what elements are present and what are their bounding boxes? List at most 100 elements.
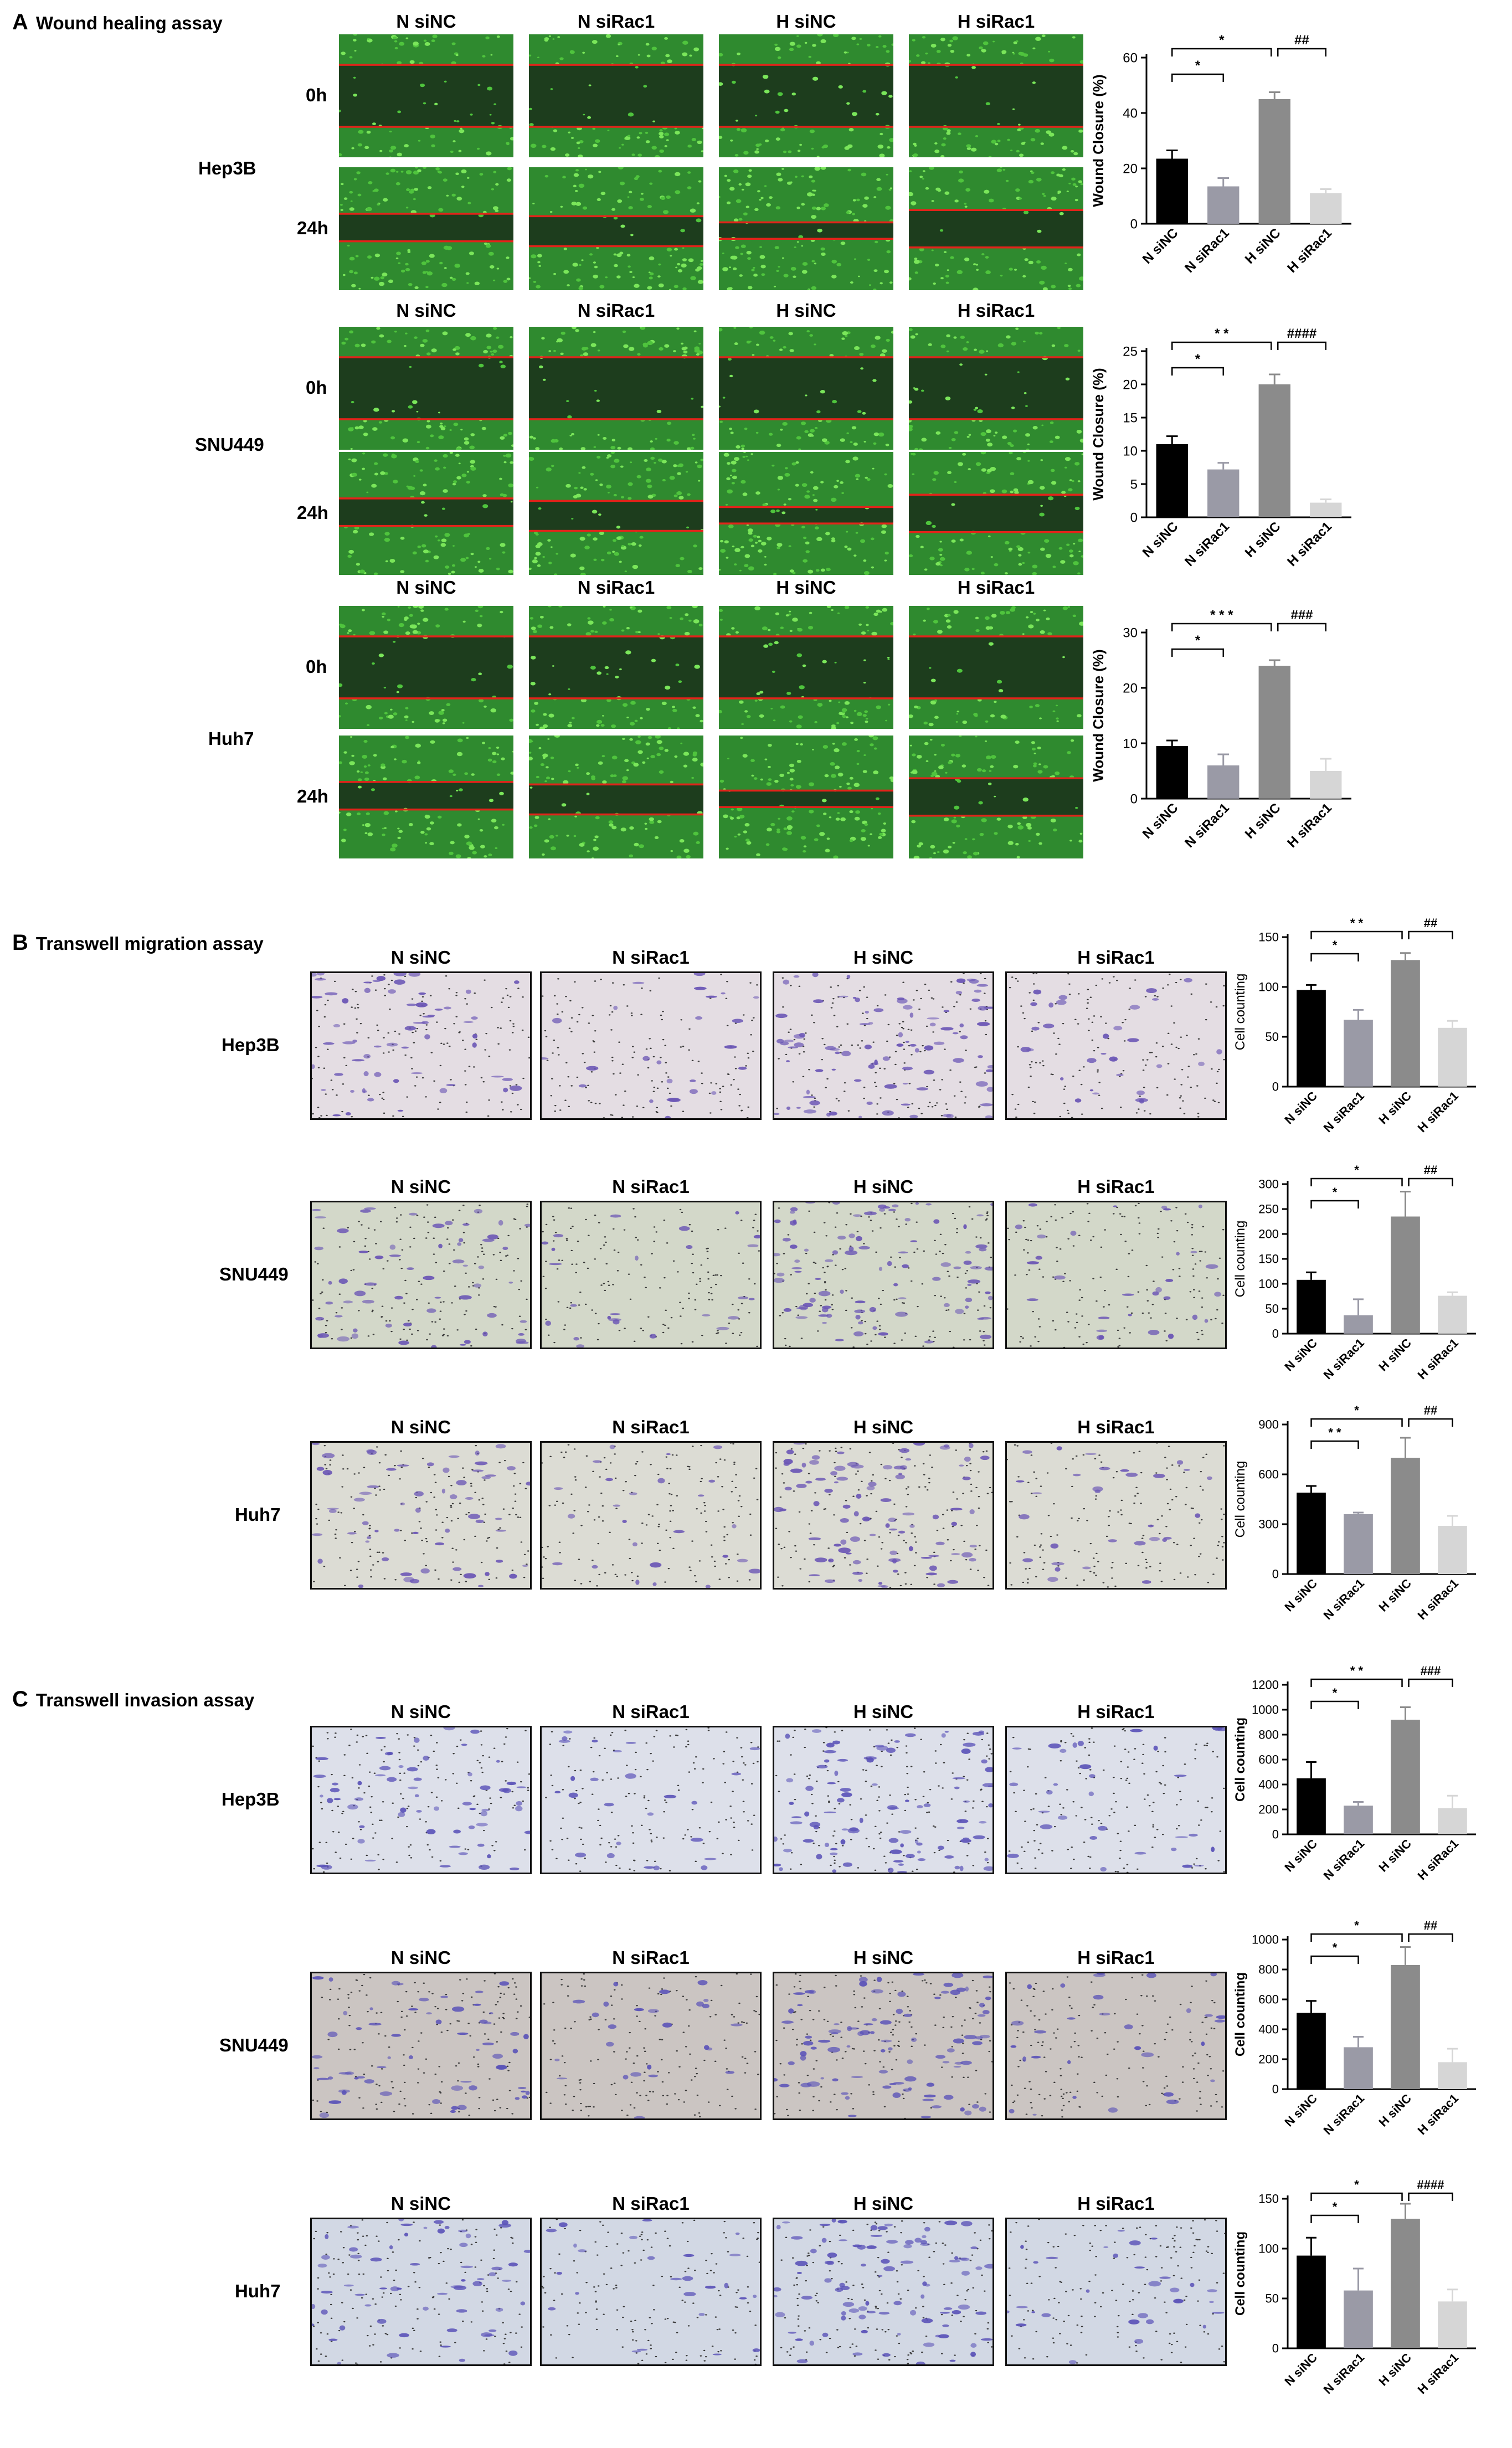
x-tick-label: H siNC: [1242, 800, 1284, 842]
significance-bracket: *: [1171, 352, 1224, 376]
wound-micrograph: [339, 606, 513, 729]
bar-chart-svg: 0 5 10 15 20 25 Wound Closure (%) N siNC N siRac…: [1090, 326, 1351, 569]
x-tick-label: N siRac1: [1182, 225, 1232, 276]
significance-label: ###: [1290, 608, 1313, 623]
significance-label: ##: [1424, 1163, 1437, 1177]
wound-micrograph: [339, 167, 513, 290]
wound-micrograph: [529, 606, 703, 729]
x-tick-label: N siNC: [1282, 1576, 1320, 1614]
micrograph-graphic: [1007, 1202, 1225, 1348]
micrograph-graphic: [542, 1202, 760, 1348]
group-label: H siRac1: [957, 11, 1035, 32]
x-tick-label: N siNC: [1140, 519, 1181, 560]
y-axis-label: Wound Closure (%): [1090, 649, 1107, 781]
significance-label: ####: [1417, 2178, 1444, 2192]
micrograph-graphic: [312, 1973, 530, 2118]
group-label: H siNC: [776, 300, 836, 321]
transwell-micrograph: [540, 2218, 762, 2366]
x-tick-label: H siRac1: [1284, 519, 1335, 569]
significance-label: *: [1333, 938, 1338, 952]
x-tick-label: H siNC: [1242, 519, 1284, 560]
bar: [1438, 2301, 1467, 2348]
group-label: H siRac1: [1077, 1176, 1155, 1197]
time-label: 0h: [306, 656, 327, 677]
transwell-micrograph: [310, 2218, 532, 2366]
significance-label: *: [1195, 58, 1201, 73]
transwell-micrograph: [773, 1972, 994, 2120]
significance-bracket: *: [1310, 1919, 1403, 1942]
time-label: 0h: [306, 377, 327, 398]
wound-micrograph: [719, 736, 893, 858]
x-tick-label: H siRac1: [1415, 1837, 1461, 1883]
y-tick-label: 0: [1272, 1567, 1279, 1581]
significance-label: * *: [1350, 916, 1364, 930]
bar: [1297, 1279, 1326, 1334]
significance-label: *: [1195, 352, 1201, 367]
micrograph-graphic: [909, 606, 1083, 729]
bar: [1207, 469, 1240, 517]
significance-bracket: * *: [1310, 1664, 1403, 1687]
micrograph-graphic: [909, 736, 1083, 858]
bar: [1297, 1493, 1326, 1574]
micrograph-graphic: [774, 1202, 992, 1348]
y-tick-label: 50: [1266, 2292, 1279, 2306]
micrograph-graphic: [774, 2219, 992, 2364]
y-tick-label: 10: [1123, 736, 1138, 751]
transwell-micrograph: [773, 1441, 994, 1590]
bar: [1391, 1720, 1420, 1834]
bar-chart: 0 10 20 30 Wound Closure (%) N siNC N siRac1 H …: [1086, 608, 1362, 871]
y-tick-label: 800: [1258, 1728, 1279, 1742]
y-tick-label: 25: [1123, 344, 1138, 359]
group-label: H siRac1: [957, 300, 1035, 321]
x-tick-label: H siNC: [1376, 1837, 1414, 1875]
group-label: N siRac1: [612, 1176, 690, 1197]
micrograph-graphic: [542, 1443, 760, 1588]
cell-line-label: Huh7: [235, 1504, 281, 1525]
bar-chart: 0 200 400 600 800 1000 1200 Cell counting N siNC…: [1227, 1664, 1487, 1900]
y-axis-label: Cell counting: [1233, 1972, 1248, 2056]
micrograph-graphic: [1007, 1443, 1225, 1588]
wound-micrograph: [909, 167, 1083, 290]
y-tick-label: 200: [1258, 1227, 1279, 1241]
significance-bracket: *: [1310, 2178, 1403, 2201]
transwell-micrograph: [773, 2218, 994, 2366]
significance-label: *: [1354, 2178, 1359, 2192]
group-label: H siNC: [853, 1417, 914, 1437]
micrograph-graphic: [774, 1973, 992, 2118]
transwell-micrograph: [540, 1972, 762, 2120]
y-axis-label: Wound Closure (%): [1090, 368, 1107, 500]
significance-bracket: ##: [1408, 916, 1453, 939]
micrograph-graphic: [719, 452, 893, 575]
x-tick-label: N siRac1: [1321, 1089, 1367, 1135]
micrograph-graphic: [774, 1727, 992, 1873]
bar: [1391, 1458, 1420, 1574]
significance-label: ###: [1421, 1664, 1441, 1678]
bar-chart: 0 300 600 900 Cell counting N siNC N siRac1 H s…: [1227, 1403, 1487, 1639]
wound-micrograph: [909, 452, 1083, 575]
bar-chart-svg: 0 200 400 600 800 1000 1200 Cell counting N siNC…: [1233, 1664, 1476, 1883]
significance-bracket: *: [1310, 2200, 1359, 2223]
wound-micrograph: [719, 34, 893, 157]
y-tick-label: 300: [1258, 1177, 1279, 1191]
group-label: H siRac1: [1077, 1417, 1155, 1437]
micrograph-graphic: [719, 606, 893, 729]
x-tick-label: H siRac1: [1284, 800, 1335, 851]
bar: [1391, 2219, 1420, 2348]
micrograph-graphic: [719, 327, 893, 450]
significance-bracket: *: [1310, 1403, 1403, 1427]
y-tick-label: 30: [1123, 625, 1138, 640]
y-tick-label: 800: [1258, 1963, 1279, 1977]
group-label: N siRac1: [577, 11, 655, 32]
bar: [1258, 99, 1290, 224]
y-tick-label: 600: [1258, 1468, 1279, 1482]
y-tick-label: 15: [1123, 410, 1138, 425]
micrograph-graphic: [529, 167, 703, 290]
wound-micrograph: [339, 452, 513, 575]
transwell-micrograph: [310, 1726, 532, 1874]
bar: [1156, 444, 1188, 517]
transwell-micrograph: [1005, 1201, 1227, 1349]
transwell-micrograph: [540, 1726, 762, 1874]
bar: [1344, 1315, 1373, 1334]
y-tick-label: 50: [1266, 1030, 1279, 1044]
